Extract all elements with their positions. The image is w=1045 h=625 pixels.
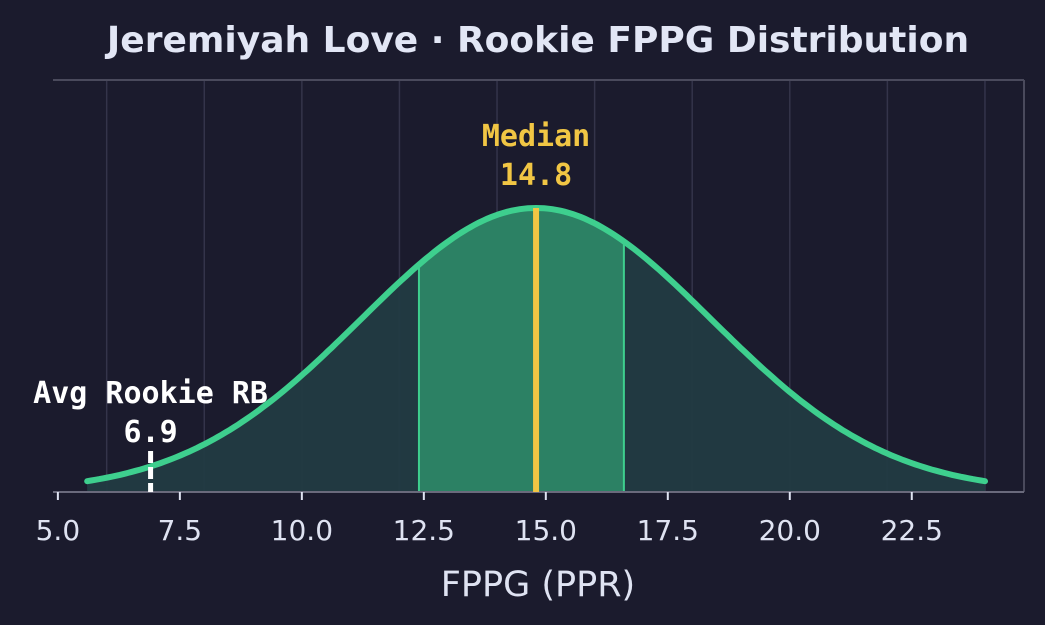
avg-rookie-value: 6.9 [123,415,177,450]
x-tick-label: 5.0 [36,514,81,547]
x-tick-label: 10.0 [271,514,333,547]
chart-title: Jeremiyah Love · Rookie FPPG Distributio… [104,20,969,61]
x-tick-label: 22.5 [881,514,943,547]
avg-rookie-label: Avg Rookie RB [33,376,268,411]
x-tick-label: 20.0 [759,514,821,547]
x-tick-label: 17.5 [637,514,699,547]
x-tick-label: 7.5 [158,514,203,547]
annotation-markers: Median 14.8 Avg Rookie RB 6.9 [33,119,590,492]
interquartile-band [418,208,624,492]
x-tick-label: 15.0 [515,514,577,547]
median-value: 14.8 [500,158,572,193]
x-axis-label: FPPG (PPR) [441,565,635,605]
x-axis-ticks: 5.0 7.5 10.0 12.5 15.0 17.5 20.0 22.5 [36,492,943,547]
median-label: Median [482,119,590,154]
x-tick-label: 12.5 [393,514,455,547]
